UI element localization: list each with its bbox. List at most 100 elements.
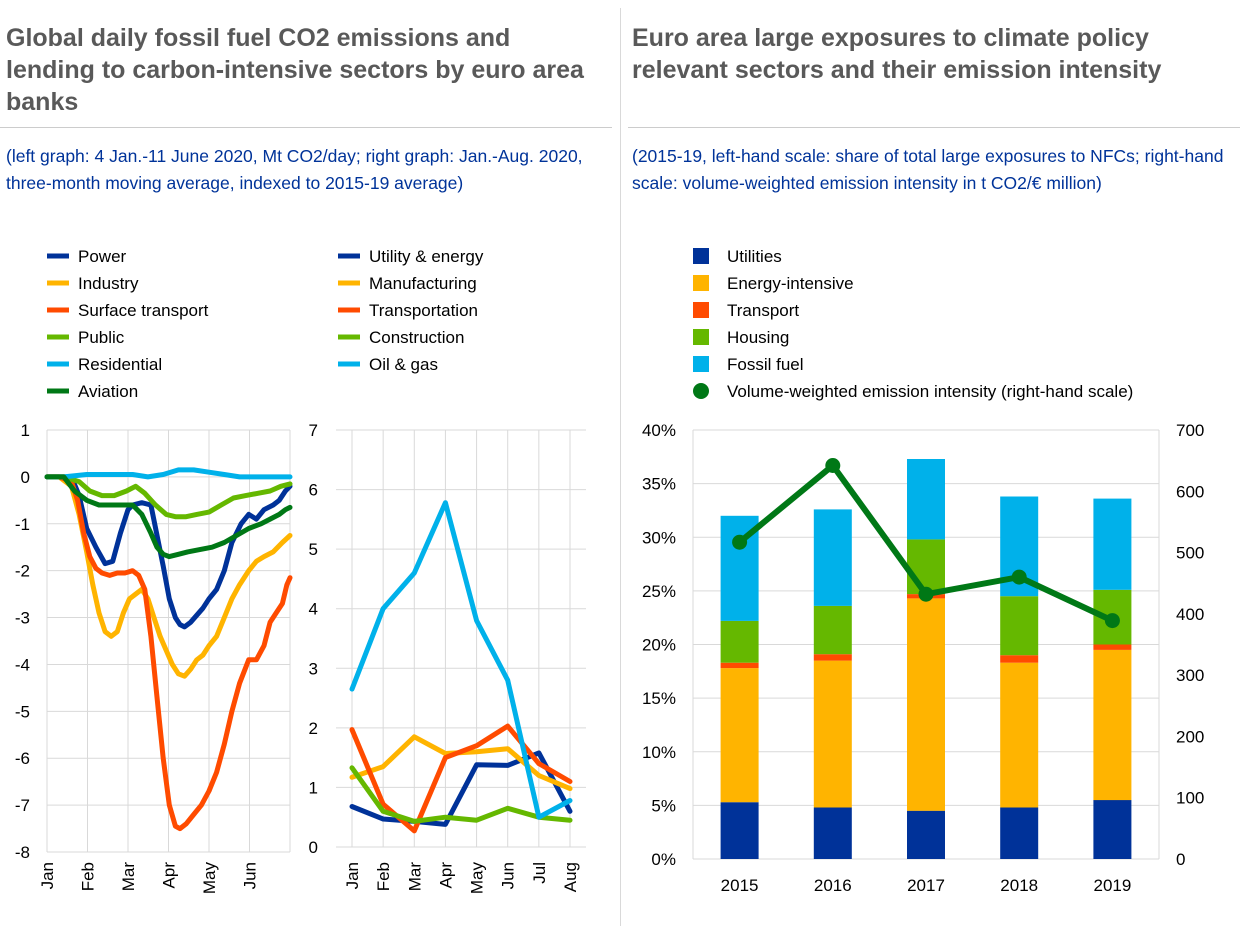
emission-intensity-point-2018 [1011, 569, 1027, 585]
exposures-y-tick-label: 5% [651, 796, 676, 815]
exposures-y-tick-label: 20% [642, 636, 676, 655]
lending-y-tick-label: 3 [309, 659, 318, 678]
lending-x-tick-label: Feb [374, 862, 393, 891]
emissions-x-tick-label: May [200, 862, 219, 895]
emissions-y-tick-label: -1 [15, 515, 30, 534]
emissions-x-tick-label: Feb [79, 862, 98, 891]
emissions-y-tick-label: -6 [15, 749, 30, 768]
emissions-x-tick-label: Jun [241, 862, 260, 889]
emissions-x-tick-label: Jan [38, 862, 57, 889]
lending-y-tick-label: 2 [309, 719, 318, 738]
lending-y-tick-label: 1 [309, 778, 318, 797]
emissions-y-tick-label: 1 [21, 421, 30, 440]
lending-x-tick-label: Jul [530, 862, 549, 884]
bar-energy-intensive-2018 [1000, 662, 1039, 808]
emissions-y-tick-label: -8 [15, 843, 30, 862]
legend-swatch-housing [693, 329, 709, 345]
bar-housing-2017 [907, 539, 945, 595]
legend-swatch-transport [693, 302, 709, 318]
bar-housing-2015 [720, 620, 759, 663]
bar-utilities-2017 [907, 810, 945, 859]
emissions-line-surface-transport [44, 474, 293, 832]
exposures-y-tick-label: 35% [642, 475, 676, 494]
exposures-y-tick-label: 0% [651, 850, 676, 869]
lending-line-transportation [349, 723, 573, 834]
bar-energy-intensive-2017 [907, 598, 945, 811]
left-panel-title: Global daily fossil fuel CO2 emissions a… [6, 24, 584, 116]
exposures-y2-tick-label: 400 [1176, 605, 1204, 624]
legend-swatch-fossil-fuel [693, 356, 709, 372]
legend-label-public: Public [78, 328, 125, 347]
exposures-y2-tick-label: 200 [1176, 727, 1204, 746]
legend-swatch-emission-intensity [693, 383, 709, 399]
bar-transport-2019 [1093, 644, 1132, 650]
lending-line-construction [349, 765, 573, 824]
emissions-y-tick-label: -5 [15, 702, 30, 721]
bar-utilities-2018 [1000, 807, 1039, 859]
exposures-y2-tick-label: 600 [1176, 482, 1204, 501]
emissions-line-aviation [44, 474, 293, 560]
legend-swatch-utilities [693, 248, 709, 264]
emissions-y-tick-label: -4 [15, 655, 30, 674]
bar-fossil-fuel-2019 [1093, 498, 1132, 590]
emissions-line-public [44, 474, 293, 520]
exposures-y-tick-label: 15% [642, 689, 676, 708]
legend-label-fossil-fuel: Fossil fuel [727, 355, 804, 374]
exposures-y2-tick-label: 300 [1176, 666, 1204, 685]
lending-y-tick-label: 5 [309, 540, 318, 559]
exposures-y2-tick-label: 500 [1176, 544, 1204, 563]
right-title-rule [628, 127, 1240, 128]
emission-intensity-point-2017 [918, 586, 934, 602]
legend-label-aviation: Aviation [78, 382, 138, 401]
exposures-y-tick-label: 10% [642, 743, 676, 762]
right-panel-title: Euro area large exposures to climate pol… [632, 24, 1162, 84]
emissions-y-tick-label: -3 [15, 609, 30, 628]
bar-utilities-2019 [1093, 800, 1132, 859]
lending-x-tick-label: Apr [436, 862, 455, 889]
lending-x-tick-label: Jun [499, 862, 518, 889]
legend-label-residential: Residential [78, 355, 162, 374]
emission-intensity-point-2019 [1104, 613, 1120, 629]
bar-utilities-2015 [720, 802, 759, 859]
legend-label-emission-intensity: Volume-weighted emission intensity (righ… [727, 382, 1133, 401]
legend-label-power: Power [78, 247, 127, 266]
exposures-y-tick-label: 25% [642, 582, 676, 601]
lending-x-tick-label: May [468, 862, 487, 895]
emissions-line-residential [44, 467, 293, 480]
lending-y-tick-label: 0 [309, 838, 318, 857]
legend-label-manufacturing: Manufacturing [369, 274, 477, 293]
exposures-x-tick-label: 2017 [907, 876, 945, 895]
bar-utilities-2016 [813, 807, 852, 859]
emissions-y-tick-label: -2 [15, 562, 30, 581]
left-title-rule [0, 127, 612, 128]
exposures-x-tick-label: 2015 [721, 876, 759, 895]
legend-label-surface-transport: Surface transport [78, 301, 209, 320]
bar-housing-2018 [1000, 596, 1039, 656]
right-panel-subtitle: (2015-19, left-hand scale: share of tota… [632, 146, 1224, 193]
exposures-y2-tick-label: 100 [1176, 789, 1204, 808]
emissions-y-tick-label: 0 [21, 468, 30, 487]
emissions-x-tick-label: Apr [160, 862, 179, 889]
bar-transport-2016 [813, 654, 852, 661]
legend-swatch-energy-intensive [693, 275, 709, 291]
legend-label-housing: Housing [727, 328, 789, 347]
left-panel-subtitle: (left graph: 4 Jan.-11 June 2020, Mt CO2… [6, 146, 583, 193]
exposures-x-tick-label: 2019 [1093, 876, 1131, 895]
bar-energy-intensive-2016 [813, 660, 852, 808]
lending-x-tick-label: Aug [561, 862, 580, 892]
lending-y-tick-label: 4 [309, 600, 318, 619]
emissions-y-tick-label: -7 [15, 796, 30, 815]
bar-energy-intensive-2015 [720, 668, 759, 803]
exposures-y-tick-label: 30% [642, 528, 676, 547]
legend-label-transportation: Transportation [369, 301, 478, 320]
legend-label-oil-gas: Oil & gas [369, 355, 438, 374]
lending-x-tick-label: Jan [343, 862, 362, 889]
emission-intensity-point-2015 [732, 534, 748, 550]
exposures-y2-tick-label: 0 [1176, 850, 1185, 869]
bar-fossil-fuel-2016 [813, 509, 852, 606]
lending-y-tick-label: 6 [309, 481, 318, 500]
bar-energy-intensive-2019 [1093, 649, 1132, 801]
exposures-x-tick-label: 2018 [1000, 876, 1038, 895]
bar-transport-2018 [1000, 655, 1039, 663]
